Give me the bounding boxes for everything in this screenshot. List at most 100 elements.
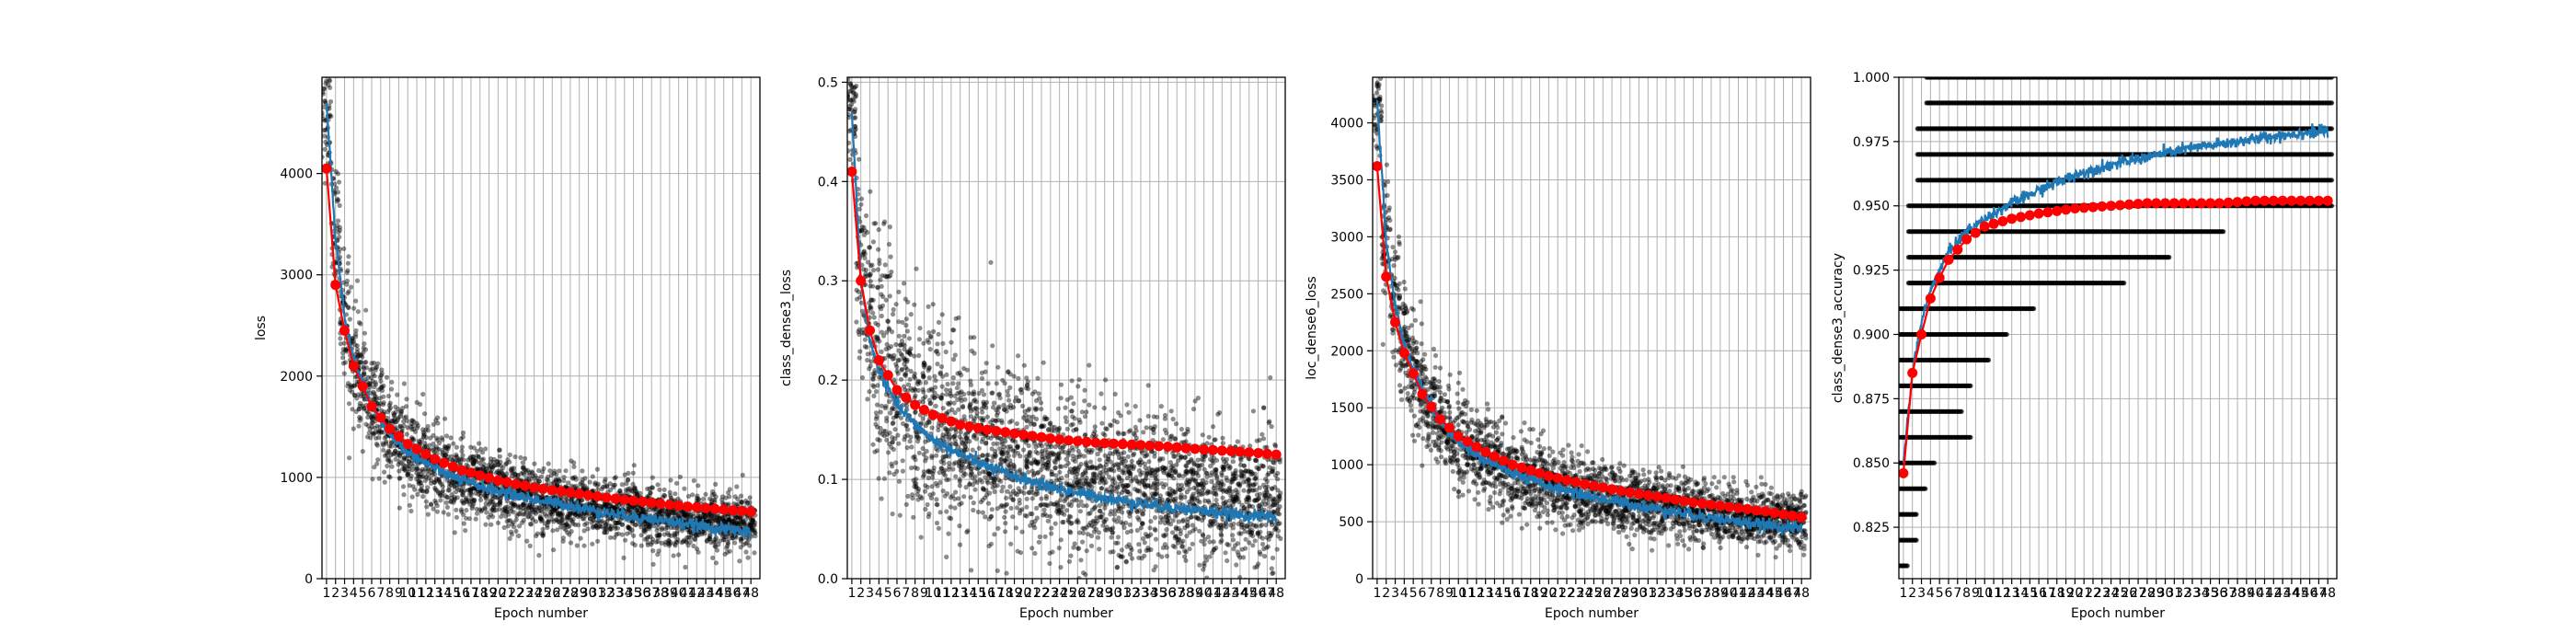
scatter-point [516, 523, 523, 529]
scatter-point [556, 518, 561, 523]
scatter-point [947, 515, 952, 521]
scatter-point [344, 270, 350, 275]
scatter-point [436, 477, 442, 483]
scatter-point [530, 517, 535, 523]
scatter-point [443, 452, 449, 457]
scatter-point [443, 449, 449, 454]
scatter-point [534, 504, 540, 510]
scatter-point [585, 526, 591, 532]
plot-area [322, 77, 758, 570]
scatter-point [936, 525, 942, 531]
scatter-point [446, 484, 452, 489]
scatter-point [540, 493, 546, 500]
scatter-point [553, 477, 558, 483]
scatter-point [523, 468, 529, 474]
scatter-point [567, 523, 572, 529]
scatter-point [348, 383, 353, 388]
scatter-point [375, 361, 381, 366]
scatter-point [937, 479, 943, 486]
scatter-point [440, 437, 445, 443]
scatter-point [358, 359, 363, 365]
scatter-point [933, 480, 938, 487]
scatter-point [875, 383, 880, 388]
scatter-point [530, 474, 536, 479]
scatter-point [1035, 375, 1041, 381]
scatter-point [996, 392, 1002, 397]
scatter-point [913, 457, 918, 463]
scatter-point [511, 502, 516, 508]
scatter-point [349, 284, 354, 290]
scatter-point [936, 319, 942, 325]
scatter-point [560, 538, 566, 544]
scatter-point [335, 223, 340, 228]
scatter-point [553, 493, 558, 500]
scatter-point [463, 497, 468, 502]
scatter-point [957, 390, 962, 396]
scatter-point [458, 488, 464, 493]
scatter-point [1032, 550, 1038, 557]
scatter-point [351, 426, 356, 431]
scatter-point [323, 139, 328, 144]
scatter-point [464, 499, 469, 505]
scatter-point [564, 521, 569, 527]
scatter-point [475, 511, 480, 516]
scatter-point [400, 462, 406, 467]
scatter-point [337, 224, 343, 230]
scatter-point [950, 466, 956, 472]
scatter-point [433, 477, 439, 483]
scatter-point [1049, 531, 1054, 536]
scatter-point [376, 435, 382, 441]
scatter-point [1116, 515, 1121, 521]
scatter-point [356, 407, 362, 412]
scatter-point [515, 488, 521, 493]
scatter-point [674, 539, 680, 546]
scatter-point [470, 460, 476, 466]
scatter-point [1035, 451, 1041, 456]
scatter-point [1062, 499, 1067, 504]
scatter-point [461, 457, 466, 463]
x-tick-label: 4 [350, 586, 358, 601]
scatter-point [365, 409, 371, 415]
scatter-point [370, 431, 375, 436]
scatter-point [556, 512, 561, 517]
scatter-point [322, 128, 327, 133]
scatter-point [467, 455, 473, 461]
scatter-point [1086, 511, 1091, 517]
scatter-point [350, 336, 355, 341]
scatter-point [380, 441, 385, 446]
scatter-point [902, 333, 907, 339]
scatter-point [990, 390, 995, 396]
scatter-point [1068, 521, 1074, 526]
scatter-point [957, 478, 962, 485]
scatter-point [476, 454, 481, 460]
scatter-point [1091, 431, 1097, 437]
scatter-point [384, 439, 389, 444]
scatter-point [650, 548, 656, 554]
validation-marker [655, 499, 666, 509]
scatter-point [420, 468, 426, 475]
scatter-point [557, 468, 562, 474]
scatter-point [479, 507, 485, 512]
scatter-point [569, 458, 574, 464]
scatter-point [642, 529, 648, 535]
scatter-point [555, 511, 560, 516]
scatter-point [378, 385, 384, 391]
scatter-point [1010, 514, 1016, 520]
scatter-point [515, 504, 521, 511]
scatter-point [887, 293, 892, 299]
scatter-point [488, 500, 493, 505]
scatter-point [653, 539, 659, 545]
scatter-point [391, 413, 397, 419]
scatter-point [350, 339, 355, 344]
scatter-point [1058, 382, 1064, 387]
scatter-point [526, 473, 532, 478]
scatter-point [937, 510, 943, 515]
scatter-point [478, 446, 484, 452]
scatter-point [493, 470, 500, 476]
scatter-point [369, 415, 374, 421]
scatter-point [526, 505, 532, 512]
scatter-point [538, 495, 544, 501]
scatter-point [849, 85, 855, 90]
validation-marker [719, 504, 730, 515]
scatter-point [540, 504, 546, 510]
